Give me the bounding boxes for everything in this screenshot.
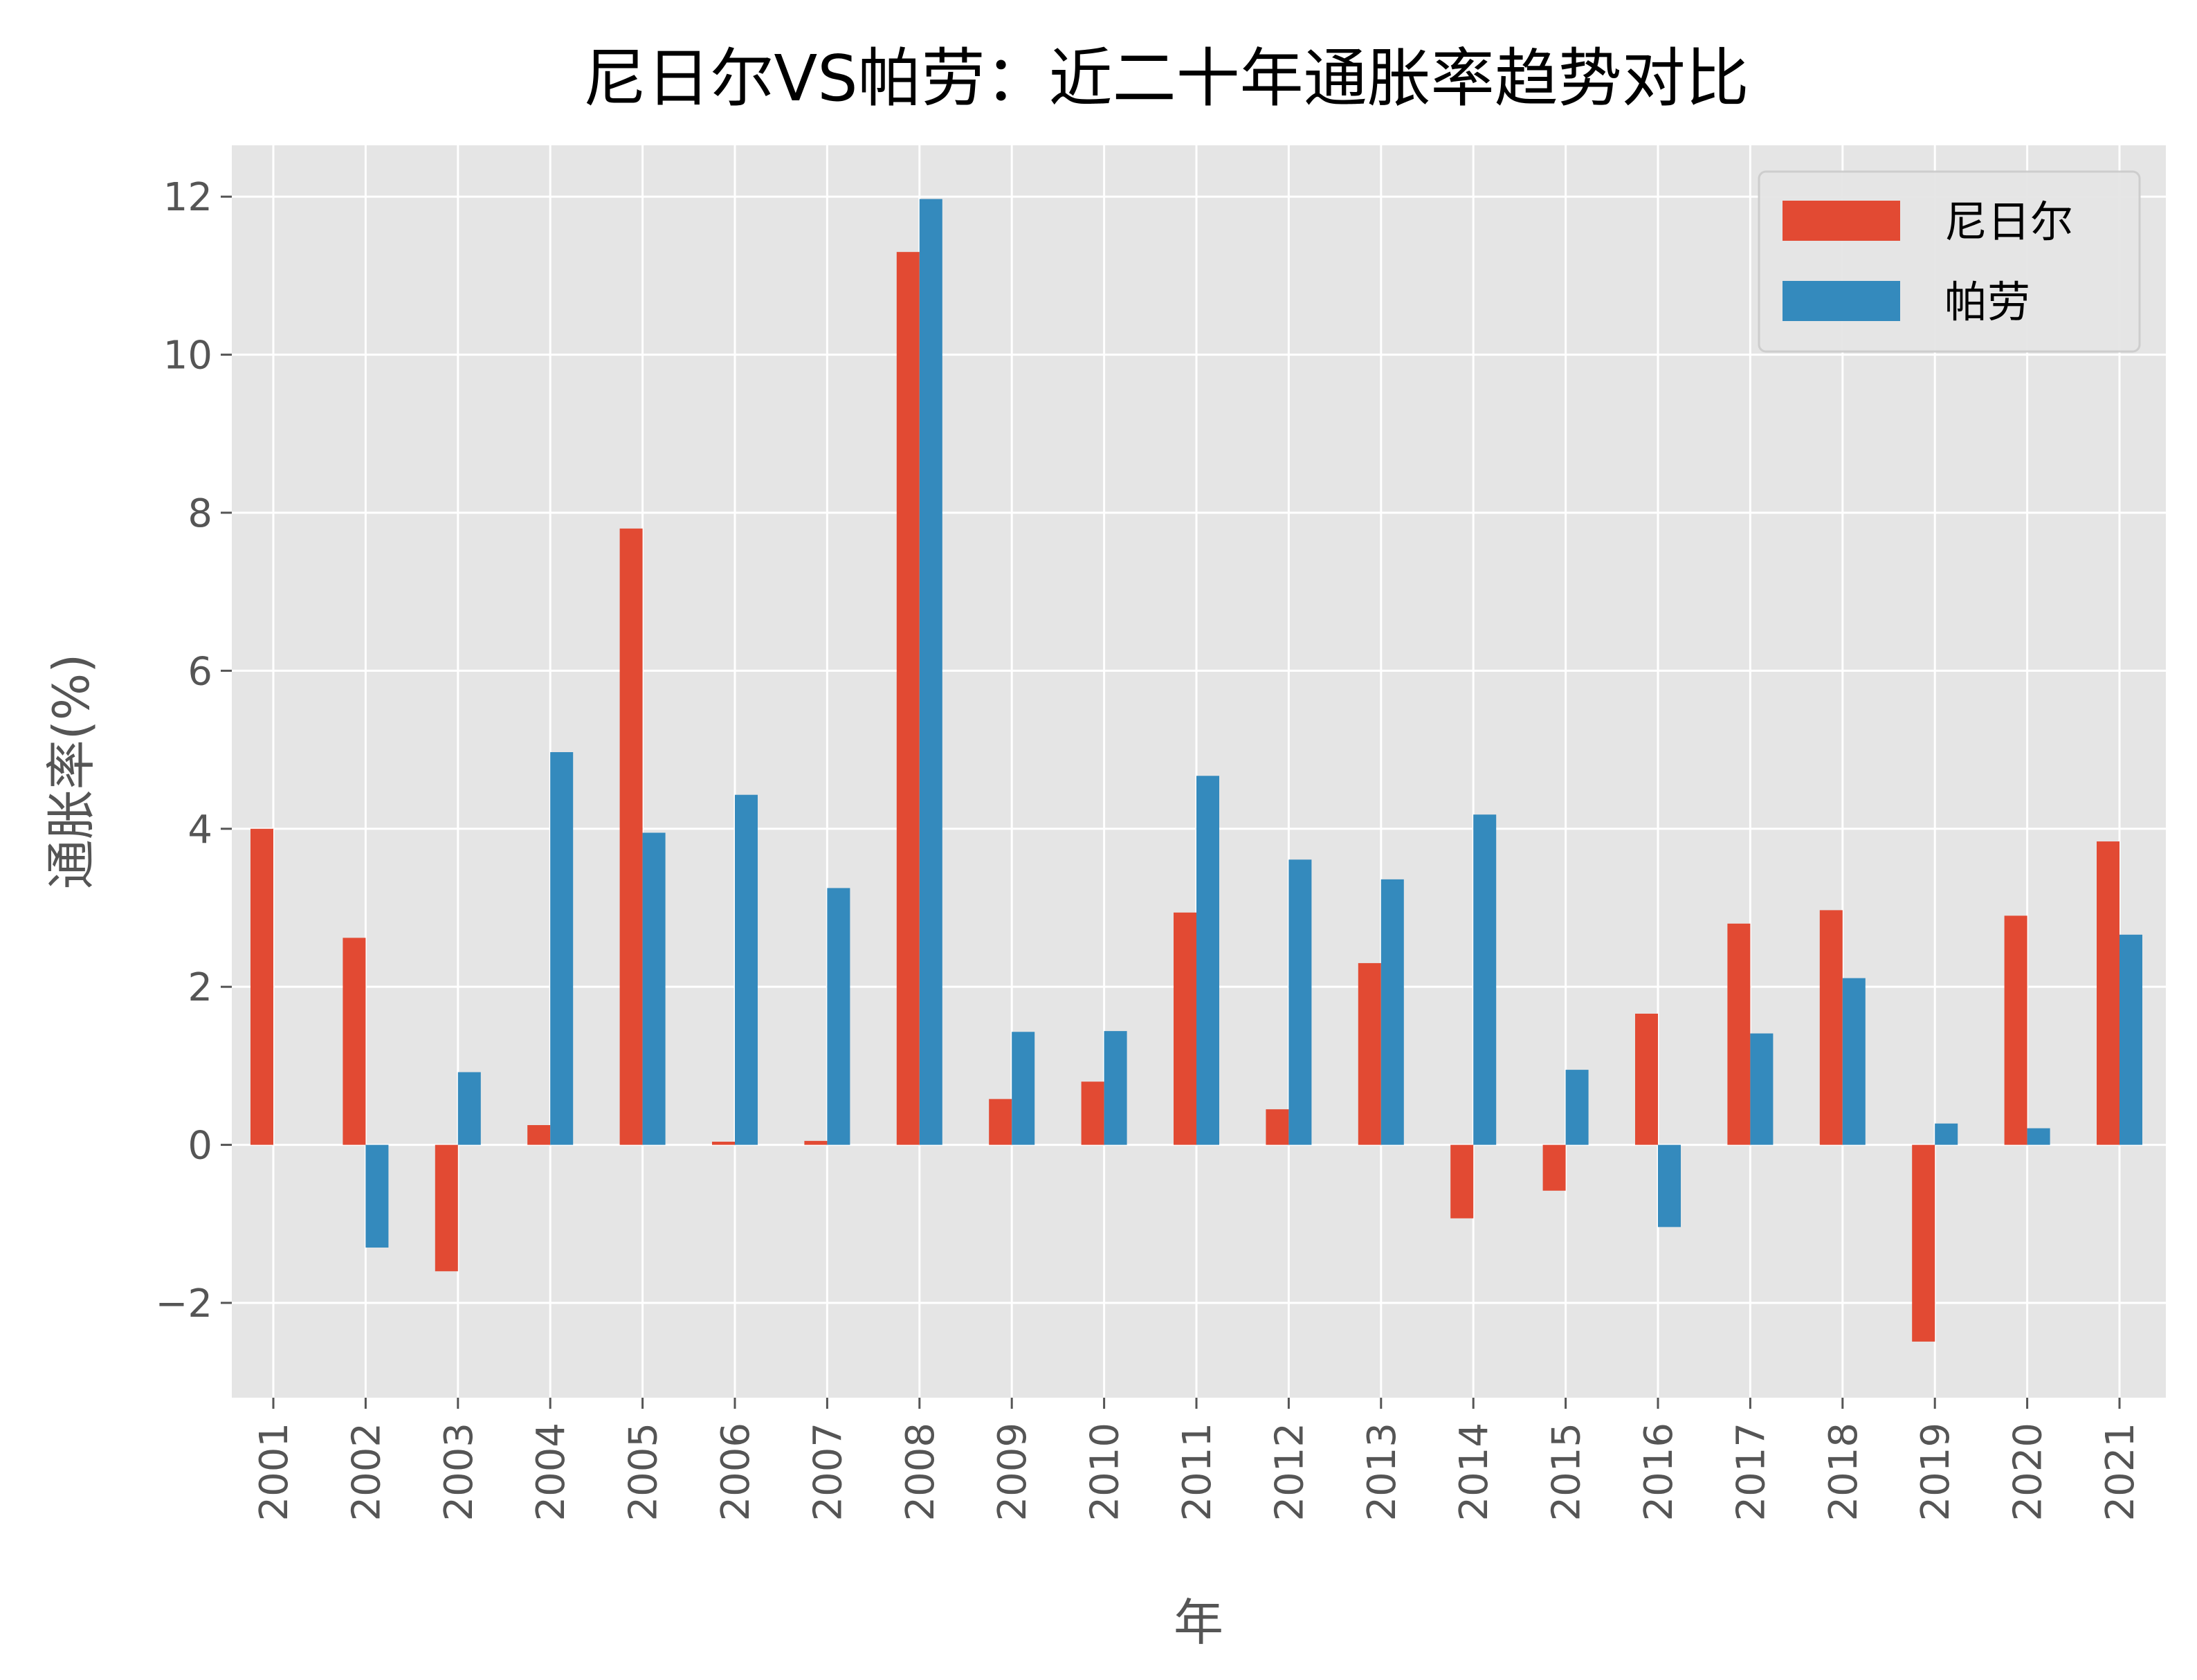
x-tick-label: 2010 xyxy=(1083,1423,1128,1522)
x-tick-label: 2020 xyxy=(2006,1423,2051,1522)
bar-palau-2009 xyxy=(1012,1032,1035,1145)
bar-niger-2019 xyxy=(1912,1144,1935,1342)
y-axis-label: 通胀率(%) xyxy=(42,654,100,890)
bar-niger-2021 xyxy=(2097,841,2119,1145)
x-tick-label: 2004 xyxy=(529,1423,574,1522)
y-tick-label: 10 xyxy=(163,334,212,378)
y-tick-label: 2 xyxy=(188,965,212,1010)
bar-palau-2021 xyxy=(2119,934,2142,1145)
x-axis-label: 年 xyxy=(1174,1594,1223,1652)
bar-niger-2003 xyxy=(435,1144,458,1272)
bar-palau-2004 xyxy=(550,752,574,1145)
bars xyxy=(250,199,2142,1342)
y-tick-label: −2 xyxy=(155,1281,212,1326)
bar-niger-2009 xyxy=(989,1099,1012,1145)
bar-niger-2011 xyxy=(1174,912,1196,1145)
chart-title: 尼日尔VS帕劳：近二十年通胀率趋势对比 xyxy=(583,42,1749,116)
bar-niger-2015 xyxy=(1542,1144,1566,1191)
legend-label-palau: 帕劳 xyxy=(1944,277,2030,327)
bar-palau-2005 xyxy=(642,832,666,1145)
bar-palau-2017 xyxy=(1750,1033,1774,1145)
bar-palau-2016 xyxy=(1658,1144,1681,1227)
y-tick-label: 6 xyxy=(188,649,212,694)
bar-niger-2012 xyxy=(1266,1109,1289,1145)
legend-swatch-niger xyxy=(1783,201,1900,241)
x-axis-ticks: 2001 2002 2003 2004 2005 2006 2007 2008 2009 2010… xyxy=(252,1398,2143,1522)
legend: 尼日尔 帕劳 xyxy=(1758,170,2141,353)
bar-palau-2012 xyxy=(1288,859,1312,1145)
bar-niger-2002 xyxy=(343,938,366,1145)
bar-niger-2007 xyxy=(804,1140,828,1145)
legend-label-niger: 尼日尔 xyxy=(1944,197,2073,247)
x-tick-label: 2007 xyxy=(805,1423,850,1522)
x-tick-label: 2006 xyxy=(713,1423,758,1522)
x-tick-label: 2017 xyxy=(1729,1423,1774,1522)
bar-niger-2008 xyxy=(896,252,920,1145)
bar-palau-2006 xyxy=(735,794,758,1145)
x-tick-label: 2008 xyxy=(898,1423,943,1522)
bar-niger-2018 xyxy=(1819,910,1843,1145)
x-tick-label: 2015 xyxy=(1544,1423,1589,1522)
bar-niger-2006 xyxy=(712,1142,735,1145)
bar-palau-2020 xyxy=(2027,1128,2050,1145)
bar-niger-2013 xyxy=(1358,962,1381,1145)
bar-niger-2014 xyxy=(1450,1144,1474,1218)
bar-niger-2010 xyxy=(1081,1081,1104,1145)
bar-palau-2018 xyxy=(1842,978,1866,1145)
bar-palau-2014 xyxy=(1473,814,1497,1145)
x-tick-label: 2019 xyxy=(1913,1423,1958,1522)
y-tick-label: 12 xyxy=(163,175,212,220)
x-tick-label: 2016 xyxy=(1637,1423,1681,1522)
bar-niger-2016 xyxy=(1635,1014,1658,1145)
legend-swatch-palau xyxy=(1783,281,1900,321)
bar-palau-2008 xyxy=(919,199,942,1145)
bar-palau-2011 xyxy=(1196,776,1219,1145)
x-tick-label: 2021 xyxy=(2098,1423,2143,1522)
y-axis-ticks: −2 0 2 4 6 8 10 12 xyxy=(155,175,232,1326)
y-tick-label: 4 xyxy=(188,807,212,852)
bar-palau-2010 xyxy=(1104,1031,1127,1145)
x-tick-label: 2014 xyxy=(1452,1423,1497,1522)
bar-palau-2007 xyxy=(827,888,850,1145)
bar-niger-2020 xyxy=(2004,915,2027,1145)
bar-palau-2019 xyxy=(1935,1123,1958,1145)
x-tick-label: 2013 xyxy=(1360,1423,1405,1522)
bar-niger-2005 xyxy=(619,528,643,1145)
bar-niger-2004 xyxy=(527,1125,551,1145)
bar-niger-2001 xyxy=(250,828,273,1145)
x-tick-label: 2012 xyxy=(1267,1423,1312,1522)
x-tick-label: 2001 xyxy=(252,1423,297,1522)
bar-palau-2003 xyxy=(457,1072,481,1145)
bar-palau-2015 xyxy=(1565,1070,1589,1145)
bar-palau-2002 xyxy=(365,1144,389,1248)
x-tick-label: 2002 xyxy=(344,1423,389,1522)
x-tick-label: 2003 xyxy=(437,1423,482,1522)
x-tick-label: 2005 xyxy=(621,1423,666,1522)
x-tick-label: 2018 xyxy=(1821,1423,1866,1522)
bar-palau-2013 xyxy=(1380,879,1404,1145)
y-tick-label: 0 xyxy=(188,1124,212,1169)
x-tick-label: 2011 xyxy=(1175,1423,1220,1522)
x-tick-label: 2009 xyxy=(990,1423,1035,1522)
bar-niger-2017 xyxy=(1727,923,1751,1145)
y-tick-label: 8 xyxy=(188,491,212,536)
